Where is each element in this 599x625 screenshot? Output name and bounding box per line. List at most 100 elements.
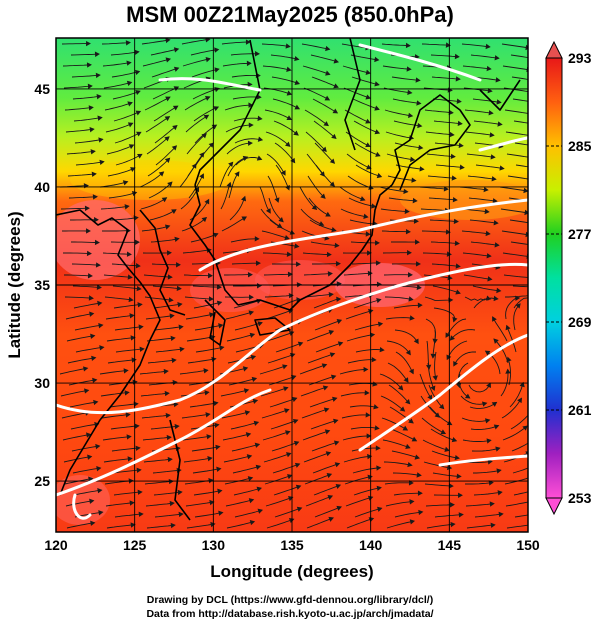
streamline-arrowhead bbox=[89, 311, 95, 317]
streamline-arrowhead bbox=[247, 140, 253, 146]
streamline bbox=[64, 274, 93, 277]
streamline-arrowhead bbox=[337, 341, 344, 347]
streamline-arrowhead bbox=[416, 472, 422, 478]
streamline-arrowhead bbox=[417, 302, 423, 308]
x-tick-label: 145 bbox=[438, 537, 462, 553]
streamline-arrowhead bbox=[402, 425, 409, 431]
streamline-arrowhead bbox=[486, 65, 492, 72]
page-title: MSM 00Z21May2025 (850.0hPa) bbox=[126, 2, 454, 27]
streamline-arrowhead bbox=[164, 116, 171, 122]
streamline-arrowhead bbox=[318, 221, 325, 227]
streamline bbox=[393, 120, 422, 127]
streamline-arrowhead bbox=[488, 110, 494, 116]
streamline-arrowhead bbox=[496, 468, 502, 474]
streamline-arrowhead bbox=[98, 137, 104, 143]
streamline-arrowhead bbox=[375, 151, 381, 157]
streamline bbox=[469, 402, 497, 409]
streamline bbox=[345, 309, 373, 320]
streamline-arrowhead bbox=[134, 423, 140, 429]
streamline-arrowhead bbox=[535, 463, 539, 467]
streamline bbox=[512, 285, 528, 288]
streamline bbox=[308, 197, 331, 217]
x-tick-label: 120 bbox=[44, 537, 68, 553]
streamline bbox=[186, 523, 215, 529]
streamline-arrowhead bbox=[505, 368, 511, 374]
colorbar-tick-label: 277 bbox=[568, 226, 592, 242]
streamline bbox=[152, 469, 181, 474]
streamline-arrowhead bbox=[254, 236, 260, 242]
streamline-arrowhead bbox=[94, 217, 99, 223]
streamline-arrowhead bbox=[493, 220, 499, 226]
streamline bbox=[305, 495, 333, 507]
streamline bbox=[506, 524, 528, 529]
streamline-arrowhead bbox=[178, 324, 184, 330]
streamline-arrowhead bbox=[530, 134, 534, 138]
streamline bbox=[466, 524, 495, 529]
streamline bbox=[155, 348, 184, 353]
streamline bbox=[432, 285, 461, 294]
streamline-arrowhead bbox=[131, 357, 137, 363]
streamline-arrowhead bbox=[234, 171, 240, 177]
streamline-arrowhead bbox=[534, 295, 538, 299]
streamline-arrowhead bbox=[294, 104, 301, 110]
streamline bbox=[314, 319, 342, 331]
streamline bbox=[231, 443, 260, 452]
streamline-arrowhead bbox=[246, 454, 253, 460]
streamline-arrowhead bbox=[374, 81, 380, 87]
streamline-arrowhead bbox=[336, 505, 342, 511]
streamline bbox=[351, 76, 380, 86]
streamline bbox=[155, 145, 177, 166]
streamline-arrowhead bbox=[333, 440, 340, 446]
streamline-arrowhead bbox=[177, 489, 183, 496]
streamline-arrowhead bbox=[533, 438, 537, 442]
streamline bbox=[386, 153, 415, 161]
streamline bbox=[99, 369, 128, 375]
streamline bbox=[421, 230, 451, 233]
streamline bbox=[145, 116, 170, 133]
streamline bbox=[312, 98, 338, 114]
streamline-arrowhead bbox=[90, 520, 96, 526]
streamline bbox=[226, 521, 255, 529]
streamline bbox=[350, 426, 379, 430]
streamline-arrowhead bbox=[89, 127, 95, 133]
streamline bbox=[313, 484, 341, 496]
streamline-arrowhead bbox=[399, 406, 406, 412]
streamline-arrowhead bbox=[398, 385, 404, 391]
streamline bbox=[69, 401, 98, 408]
streamline-arrowhead bbox=[125, 412, 131, 418]
streamline-arrowhead bbox=[290, 157, 296, 164]
streamline-arrowhead bbox=[328, 330, 335, 336]
streamline bbox=[153, 491, 182, 496]
y-axis-label: Latitude (degrees) bbox=[5, 211, 24, 358]
streamline bbox=[419, 373, 433, 400]
streamline-arrowhead bbox=[536, 265, 540, 269]
streamline bbox=[345, 496, 373, 507]
streamline bbox=[261, 230, 290, 240]
streamline-arrowhead bbox=[208, 296, 214, 302]
streamline-arrowhead bbox=[287, 271, 293, 278]
streamline-arrowhead bbox=[405, 229, 411, 235]
colorbar-lower-arrow bbox=[545, 497, 563, 516]
streamline-arrowhead bbox=[496, 287, 502, 294]
streamline bbox=[473, 491, 502, 496]
streamline-arrowhead bbox=[405, 42, 411, 49]
streamline-arrowhead bbox=[324, 95, 331, 101]
streamline-arrowhead bbox=[88, 105, 94, 111]
streamline-arrowhead bbox=[96, 94, 102, 100]
streamline-arrowhead bbox=[209, 312, 215, 318]
streamline-arrowhead bbox=[214, 67, 220, 73]
contour-lines bbox=[56, 43, 528, 520]
streamline bbox=[354, 142, 380, 157]
streamline-arrowhead bbox=[336, 296, 342, 302]
streamline bbox=[424, 296, 453, 301]
streamline-arrowhead bbox=[92, 377, 98, 384]
streamline-arrowhead bbox=[96, 284, 102, 290]
streamline-arrowhead bbox=[218, 323, 224, 329]
streamline bbox=[112, 469, 141, 474]
streamline bbox=[310, 54, 339, 63]
streamline-arrowhead bbox=[415, 239, 420, 245]
streamline bbox=[269, 219, 295, 235]
streamline-arrowhead bbox=[288, 292, 294, 299]
streamline bbox=[153, 105, 178, 122]
streamline-arrowhead bbox=[294, 243, 300, 249]
